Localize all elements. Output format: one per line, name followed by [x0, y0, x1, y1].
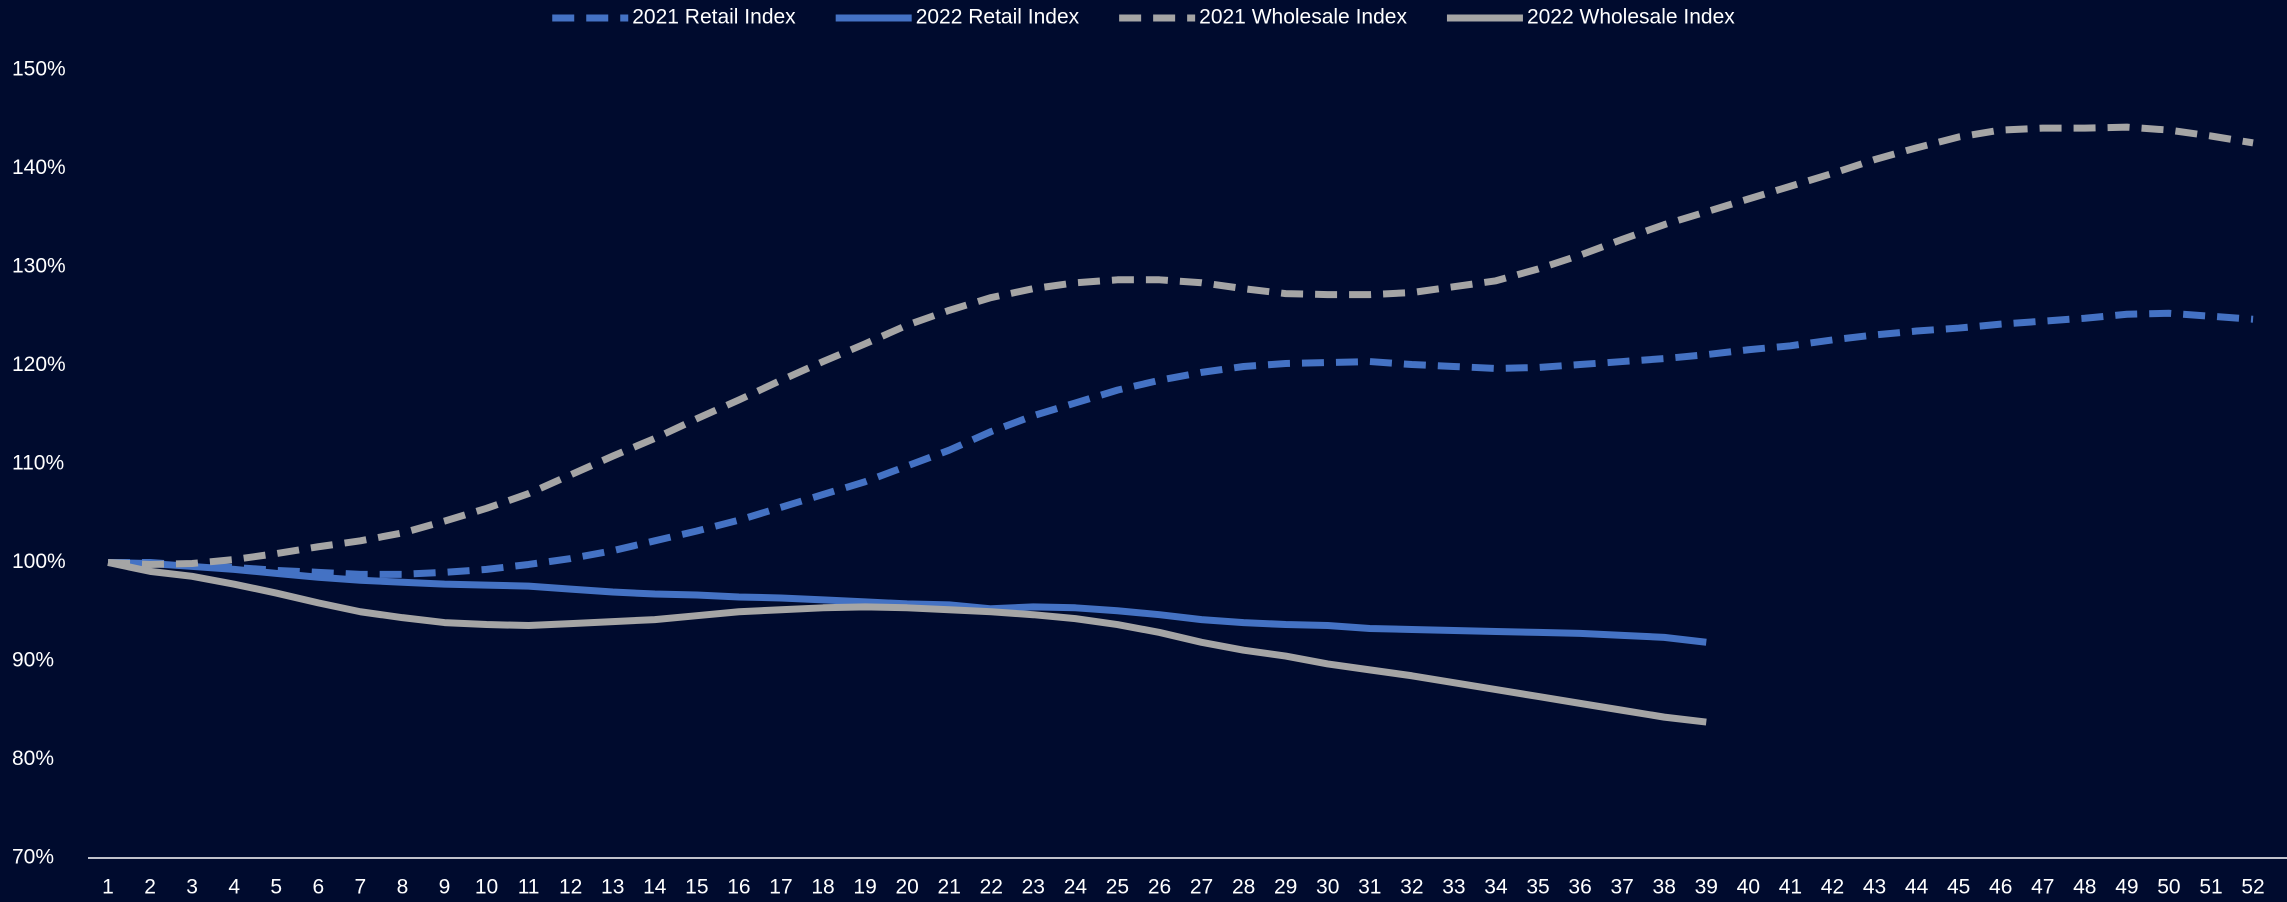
y-tick-label: 70%: [12, 846, 54, 869]
y-tick-label: 110%: [12, 452, 64, 475]
x-tick-label: 23: [1022, 876, 1045, 899]
x-tick-label: 32: [1400, 876, 1423, 899]
x-tick-label: 16: [727, 876, 750, 899]
x-tick-label: 4: [228, 876, 240, 899]
series-line: [108, 309, 2254, 578]
x-tick-label: 2: [144, 876, 156, 899]
legend-label: 2021 Retail Index: [632, 6, 796, 29]
x-tick-label: 34: [1484, 876, 1508, 899]
legend-item: 2022 Wholesale Index: [1446, 6, 1735, 29]
series-line: [107, 123, 2254, 568]
x-tick-label: 30: [1316, 876, 1339, 899]
x-tick-label: 41: [1779, 876, 1802, 899]
y-tick-label: 90%: [12, 649, 54, 672]
x-tick-label: 51: [2199, 876, 2222, 899]
legend-item: 2021 Retail Index: [552, 6, 796, 29]
series-line: [107, 559, 1707, 646]
legend-label: 2022 Retail Index: [916, 6, 1080, 29]
x-tick-label: 25: [1106, 876, 1129, 899]
x-tick-label: 35: [1526, 876, 1549, 899]
x-tick-label: 5: [270, 876, 282, 899]
y-tick-label: 140%: [12, 156, 66, 179]
x-tick-label: 24: [1064, 876, 1088, 899]
y-tick-label: 130%: [12, 255, 66, 278]
legend-item: 2022 Retail Index: [835, 6, 1080, 29]
x-tick-label: 8: [397, 876, 409, 899]
x-tick-label: 11: [518, 876, 540, 899]
x-tick-label: 46: [1989, 876, 2012, 899]
y-tick-label: 150%: [12, 58, 66, 81]
x-tick-label: 21: [938, 876, 961, 899]
x-tick-label: 29: [1274, 876, 1297, 899]
x-tick-label: 20: [895, 876, 918, 899]
x-tick-label: 38: [1653, 876, 1676, 899]
x-tick-label: 40: [1737, 876, 1760, 899]
series-line: [107, 559, 1707, 726]
x-tick-label: 17: [769, 876, 792, 899]
legend: 2021 Retail Index 2022 Retail Index 2021 W…: [552, 6, 1735, 29]
x-tick-label: 50: [2157, 876, 2180, 899]
x-tick-label: 19: [853, 876, 876, 899]
x-tick-label: 39: [1695, 876, 1718, 899]
x-tick-label: 27: [1190, 876, 1213, 899]
legend-label: 2022 Wholesale Index: [1527, 6, 1735, 29]
y-tick-label: 100%: [12, 550, 66, 573]
x-tick-label: 36: [1568, 876, 1591, 899]
y-tick-label: 80%: [12, 747, 54, 770]
x-tick-label: 9: [439, 876, 451, 899]
x-tick-label: 18: [811, 876, 834, 899]
legend-item: 2021 Wholesale Index: [1119, 6, 1407, 29]
x-tick-label: 6: [312, 876, 324, 899]
x-tick-label: 13: [601, 876, 624, 899]
x-tick-label: 12: [559, 876, 582, 899]
x-tick-label: 14: [643, 876, 667, 899]
x-tick-label: 47: [2031, 876, 2054, 899]
x-tick-label: 44: [1905, 876, 1929, 899]
x-tick-label: 48: [2073, 876, 2096, 899]
x-tick-label: 26: [1148, 876, 1171, 899]
x-tick-label: 45: [1947, 876, 1970, 899]
x-tick-label: 31: [1358, 876, 1381, 899]
x-tick-label: 3: [186, 876, 198, 899]
x-tick-label: 10: [475, 876, 498, 899]
x-tick-label: 15: [685, 876, 708, 899]
x-tick-label: 7: [355, 876, 367, 899]
x-tick-label: 37: [1610, 876, 1633, 899]
x-tick-label: 28: [1232, 876, 1255, 899]
legend-label: 2021 Wholesale Index: [1199, 6, 1407, 29]
x-tick-label: 22: [980, 876, 1003, 899]
x-tick-label: 52: [2241, 876, 2264, 899]
x-tick-label: 1: [102, 876, 114, 899]
x-tick-label: 33: [1442, 876, 1465, 899]
y-tick-label: 120%: [12, 353, 66, 376]
x-tick-label: 42: [1821, 876, 1844, 899]
x-tick-label: 49: [2115, 876, 2138, 899]
x-tick-label: 43: [1863, 876, 1886, 899]
